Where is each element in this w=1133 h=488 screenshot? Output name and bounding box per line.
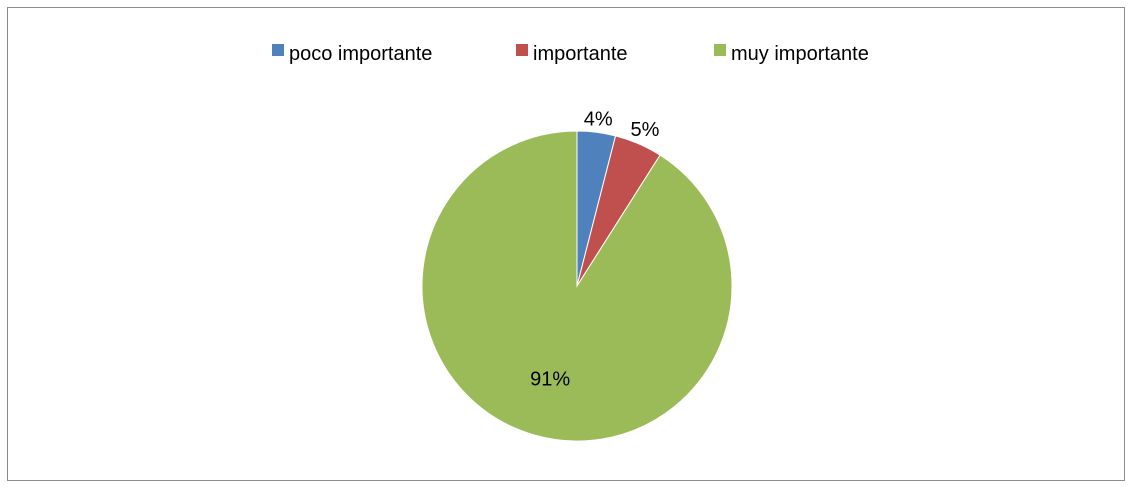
legend-swatch-poco-importante — [272, 44, 284, 56]
legend-swatch-importante — [516, 44, 528, 56]
data-label-poco-importante: 4% — [584, 108, 613, 130]
legend-label-poco-importante: poco importante — [289, 43, 432, 65]
legend: poco importante importante muy importante — [272, 43, 869, 65]
legend-swatch-muy-importante — [714, 44, 726, 56]
pie-slices — [421, 130, 733, 442]
data-label-importante: 5% — [630, 119, 659, 141]
pie-slice-muy-importante — [421, 130, 733, 442]
data-labels: 4% 5% 91% — [530, 108, 659, 390]
legend-label-muy-importante: muy importante — [731, 43, 869, 65]
legend-label-importante: importante — [533, 43, 628, 65]
data-label-muy-importante: 91% — [530, 368, 570, 390]
